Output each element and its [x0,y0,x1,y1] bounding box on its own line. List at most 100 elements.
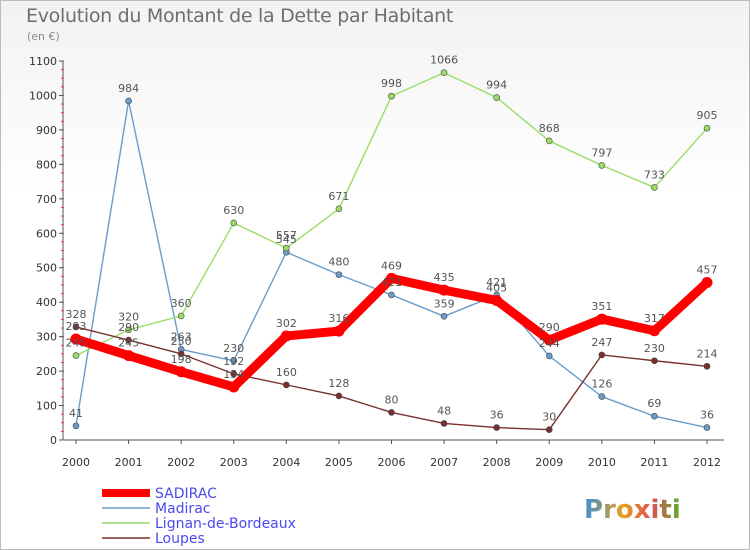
data-point [703,124,711,132]
data-point [598,351,606,359]
data-label: 30 [542,411,556,424]
data-label: 421 [486,276,507,289]
y-tick-label: 600 [36,227,57,240]
data-labels: 41 984 263 230 545 480 421 359 421 244 126 69 36 245 3… [66,54,718,424]
data-point [230,219,238,227]
chart-subtitle: (en €) [27,30,60,43]
x-tick-label: 2011 [640,456,668,469]
y-tick-label: 100 [36,400,57,413]
data-point [125,326,132,334]
series-lines [71,72,712,431]
data-label: 328 [66,308,87,321]
data-label: 244 [539,337,560,350]
data-label: 69 [647,397,661,410]
data-point [72,422,80,430]
x-tick-label: 2001 [115,456,143,469]
data-label: 733 [644,168,665,181]
data-point [648,325,660,337]
y-tick-label: 900 [36,124,57,137]
data-label: 230 [223,342,244,355]
data-point [651,357,658,365]
data-label: 480 [328,256,349,269]
data-point [283,381,290,389]
data-label: 41 [69,407,83,420]
data-point [598,393,606,400]
data-point [230,370,238,378]
data-point [651,184,658,191]
data-point [388,92,395,100]
data-point [335,205,343,213]
y-tick-label: 500 [36,262,57,275]
legend-label: Madirac [155,501,210,517]
data-label: 263 [171,330,192,343]
data-point [596,313,608,325]
data-point [125,97,132,105]
series-points [70,69,713,433]
legend-label: Loupes [155,531,205,547]
data-label: 557 [276,229,297,242]
data-label: 630 [223,204,244,217]
data-point [545,352,553,360]
data-point [598,162,606,169]
data-point [72,352,80,359]
data-label: 126 [591,378,612,391]
x-tick-label: 2005 [325,456,353,469]
data-point [545,426,553,433]
x-tick-label: 2002 [167,456,195,469]
data-point [701,277,713,289]
data-label: 247 [591,336,612,349]
data-point [493,424,500,431]
data-point [72,323,80,331]
data-point [280,330,292,342]
data-point [703,362,711,370]
y-tick-label: 1100 [29,55,57,68]
chart-title: Evolution du Montant de la Dette par Hab… [26,5,454,27]
data-label: 36 [700,409,714,422]
x-tick-label: 2003 [220,456,248,469]
data-label: 360 [171,297,192,310]
x-tick-label: 2007 [430,456,458,469]
data-label: 245 [66,337,87,350]
data-label: 320 [118,311,139,324]
y-tick-label: 0 [50,434,57,447]
data-label: 245 [118,337,139,350]
y-tick-label: 1000 [29,89,57,102]
data-label: 868 [539,122,560,135]
data-label: 192 [223,355,244,368]
data-label: 469 [381,259,402,272]
legend-label: SADIRAC [155,486,217,502]
data-point [123,350,135,362]
data-label: 797 [591,146,612,159]
data-label: 290 [118,321,139,334]
data-label: 359 [434,297,455,310]
data-point [440,69,448,77]
x-tick-label: 2004 [272,456,300,469]
data-point [438,284,450,296]
data-label: 457 [697,264,718,277]
data-label: 230 [644,342,665,355]
legend-label: Lignan-de-Bordeaux [155,516,296,532]
y-tick-label: 700 [36,193,57,206]
y-tick-label: 300 [36,331,57,344]
axes: 0 100 200 300 400 500 600 700 800 900 1000 1100 2000… [29,55,724,469]
data-point [388,291,395,299]
x-tick-label: 2000 [62,456,90,469]
x-tick-label: 2010 [588,456,616,469]
data-point [543,334,555,346]
data-point [386,272,397,284]
data-label: 128 [328,377,349,390]
data-label: 1066 [430,54,458,67]
data-point [703,424,711,431]
data-label: 351 [591,300,612,313]
data-label: 405 [486,281,507,294]
x-tick-label: 2006 [378,456,406,469]
data-label: 545 [276,233,297,246]
data-label: 290 [539,321,560,334]
y-tick-label: 800 [36,158,57,171]
x-tick-label: 2009 [535,456,563,469]
data-label: 160 [276,366,297,379]
series-line-lignan-de-bordeaux [75,72,708,357]
data-label: 317 [644,312,665,325]
proxiti-logo: Proxiti [584,495,681,525]
